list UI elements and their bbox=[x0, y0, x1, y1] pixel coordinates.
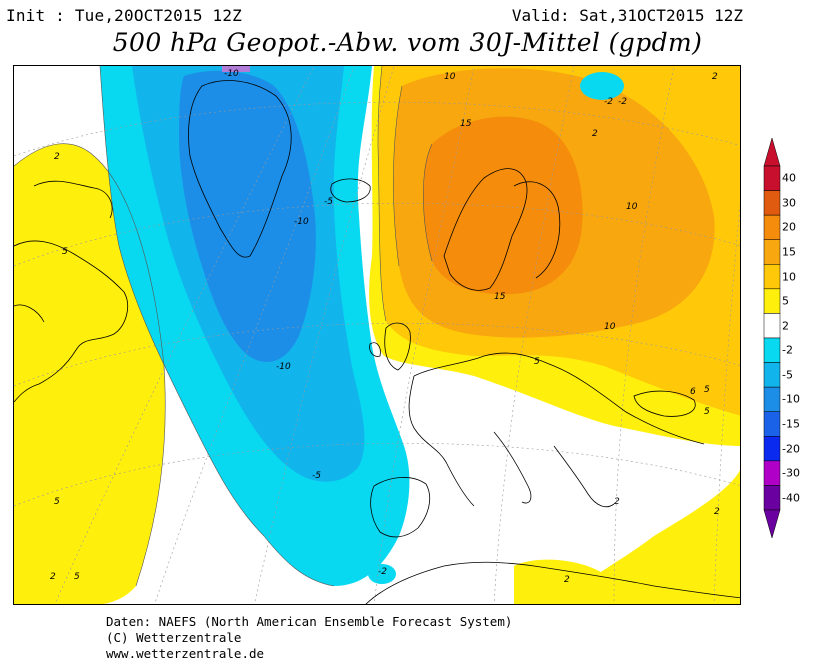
legend-swatch bbox=[763, 436, 781, 462]
footer: Daten: NAEFS (North American Ensemble Fo… bbox=[106, 614, 512, 662]
contour-label: 2 bbox=[614, 497, 620, 507]
contour-label: 6 bbox=[690, 387, 696, 397]
contour-label: -10 bbox=[224, 69, 239, 79]
contour-label: 2 bbox=[592, 129, 598, 139]
contour-label: -10 bbox=[276, 362, 291, 372]
color-scale-bar bbox=[763, 138, 781, 538]
contour-label: -2 bbox=[378, 567, 387, 577]
valid-time: Valid: Sat,31OCT2015 12Z bbox=[511, 6, 743, 25]
anomaly-area-east-15 bbox=[423, 116, 583, 295]
anomaly-map: -10 -5 -10 -10 -5 -2 -2 2 5 5 5 2 10 15 15 10 10 5 5 6 5 2 -2 2… bbox=[13, 65, 741, 605]
legend-bottom-arrow bbox=[763, 509, 781, 538]
contour-label: -2 bbox=[618, 97, 627, 107]
contour-label: 10 bbox=[444, 72, 456, 82]
legend-swatch bbox=[763, 165, 781, 191]
coastlines bbox=[14, 80, 740, 604]
legend-label: -40 bbox=[782, 491, 800, 505]
contour-label: 5 bbox=[704, 385, 710, 395]
legend-swatch bbox=[763, 411, 781, 437]
anomaly-area-africa-2 bbox=[514, 559, 608, 604]
contour-label: 2 bbox=[50, 572, 56, 582]
contour-lines bbox=[14, 66, 433, 587]
legend-swatch bbox=[763, 460, 781, 486]
contour-label: 2 bbox=[712, 72, 718, 82]
contour-label: 10 bbox=[604, 322, 616, 332]
legend-label: 5 bbox=[782, 294, 789, 308]
legend-label: -20 bbox=[782, 442, 800, 456]
contour-label: 10 bbox=[626, 202, 638, 212]
legend-label: 15 bbox=[782, 245, 796, 259]
contour-label: 5 bbox=[62, 247, 68, 257]
footer-website: www.wetterzentrale.de bbox=[106, 646, 265, 661]
anomaly-area-north-cyan bbox=[580, 72, 624, 100]
legend-top-arrow bbox=[763, 138, 781, 167]
contour-label: -2 bbox=[604, 97, 613, 107]
anomaly-area-top-purple bbox=[222, 66, 250, 72]
legend-label: -10 bbox=[782, 392, 800, 406]
contour-label: 2 bbox=[54, 152, 60, 162]
legend-label: -5 bbox=[782, 368, 793, 382]
color-scale-legend: 40 30 20 15 10 5 2 -2 -5 -10 -15 -20 -30 -40 bbox=[762, 138, 814, 538]
legend-swatch bbox=[763, 485, 781, 511]
contour-label: 5 bbox=[704, 407, 710, 417]
contour-label: 5 bbox=[534, 357, 540, 367]
contour-label: 5 bbox=[74, 572, 80, 582]
legend-swatch bbox=[763, 362, 781, 388]
contour-label-group: -10-5-10-10-5-2-225552101515101055652-22… bbox=[50, 69, 720, 585]
legend-swatch bbox=[763, 288, 781, 314]
legend-swatch bbox=[763, 264, 781, 290]
contour-label: 2 bbox=[564, 575, 570, 585]
legend-label: -2 bbox=[782, 343, 793, 357]
legend-label: 2 bbox=[782, 319, 789, 333]
contour-label: -5 bbox=[324, 197, 333, 207]
graticule bbox=[14, 66, 740, 604]
contour-label: 5 bbox=[54, 497, 60, 507]
map-title: 500 hPa Geopot.-Abw. vom 30J-Mittel (gpd… bbox=[112, 28, 703, 57]
legend-label: 30 bbox=[782, 196, 796, 210]
contour-label: -10 bbox=[294, 217, 309, 227]
legend-label: -15 bbox=[782, 417, 800, 431]
legend-swatch bbox=[763, 190, 781, 216]
contour-label: 15 bbox=[460, 119, 472, 129]
legend-swatch bbox=[763, 239, 781, 265]
footer-data-source: Daten: NAEFS (North American Ensemble Fo… bbox=[106, 614, 513, 629]
legend-swatch bbox=[763, 386, 781, 412]
legend-swatch bbox=[763, 214, 781, 240]
legend-label: 20 bbox=[782, 220, 796, 234]
contour-label: -5 bbox=[312, 471, 321, 481]
legend-swatch bbox=[763, 337, 781, 363]
legend-label: -30 bbox=[782, 466, 800, 480]
legend-label: 40 bbox=[782, 171, 796, 185]
contour-label: 15 bbox=[494, 292, 506, 302]
anomaly-area-gibraltar bbox=[368, 564, 396, 584]
contour-label: 2 bbox=[714, 507, 720, 517]
footer-copyright: (C) Wetterzentrale bbox=[106, 630, 242, 645]
legend-label: 10 bbox=[782, 270, 796, 284]
legend-swatch bbox=[763, 313, 781, 339]
init-time: Init : Tue,20OCT2015 12Z bbox=[6, 6, 242, 25]
anomaly-area-negative-10 bbox=[179, 70, 316, 362]
